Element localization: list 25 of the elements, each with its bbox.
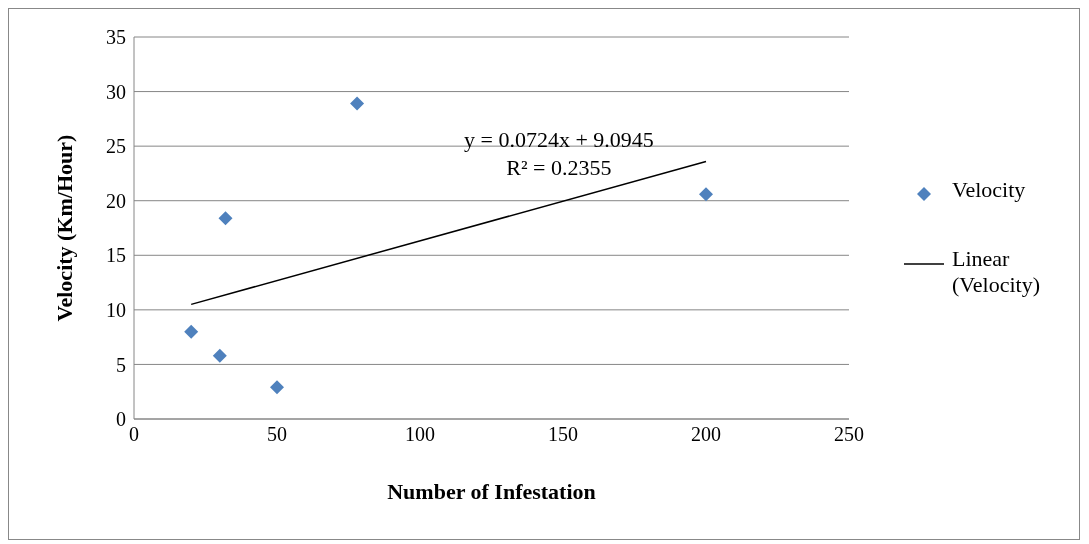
annotation: y = 0.0724x + 9.0945 xyxy=(464,126,654,154)
y-tick-label: 20 xyxy=(106,189,126,212)
point xyxy=(270,380,284,395)
point xyxy=(212,348,227,363)
legend-label: Velocity xyxy=(952,177,1027,203)
y-axis-title: Velocity (Km/Hour) xyxy=(51,134,77,322)
y-tick-label: 25 xyxy=(106,135,126,158)
annotation: R² = 0.2355 xyxy=(505,154,613,182)
y-tick-label: 15 xyxy=(106,244,126,267)
point xyxy=(184,324,199,339)
y-tick-label: 0 xyxy=(116,408,126,431)
x-tick-label: 50 xyxy=(267,423,287,446)
x-tick-label: 150 xyxy=(548,423,578,446)
x-axis-title: Number of Infestation xyxy=(387,479,596,504)
y-tick-label: 5 xyxy=(116,353,126,376)
x-tick-label: 100 xyxy=(405,423,435,446)
y-tick-label: 10 xyxy=(106,298,126,321)
point xyxy=(699,187,713,202)
point xyxy=(350,96,365,111)
x-tick-label: 200 xyxy=(691,423,721,446)
legend-label: Linear (Velocity) xyxy=(952,246,1041,298)
y-tick-label: 30 xyxy=(106,80,126,103)
y-tick-label: 35 xyxy=(106,26,126,49)
x-tick-label: 250 xyxy=(834,423,864,446)
point xyxy=(218,211,233,226)
